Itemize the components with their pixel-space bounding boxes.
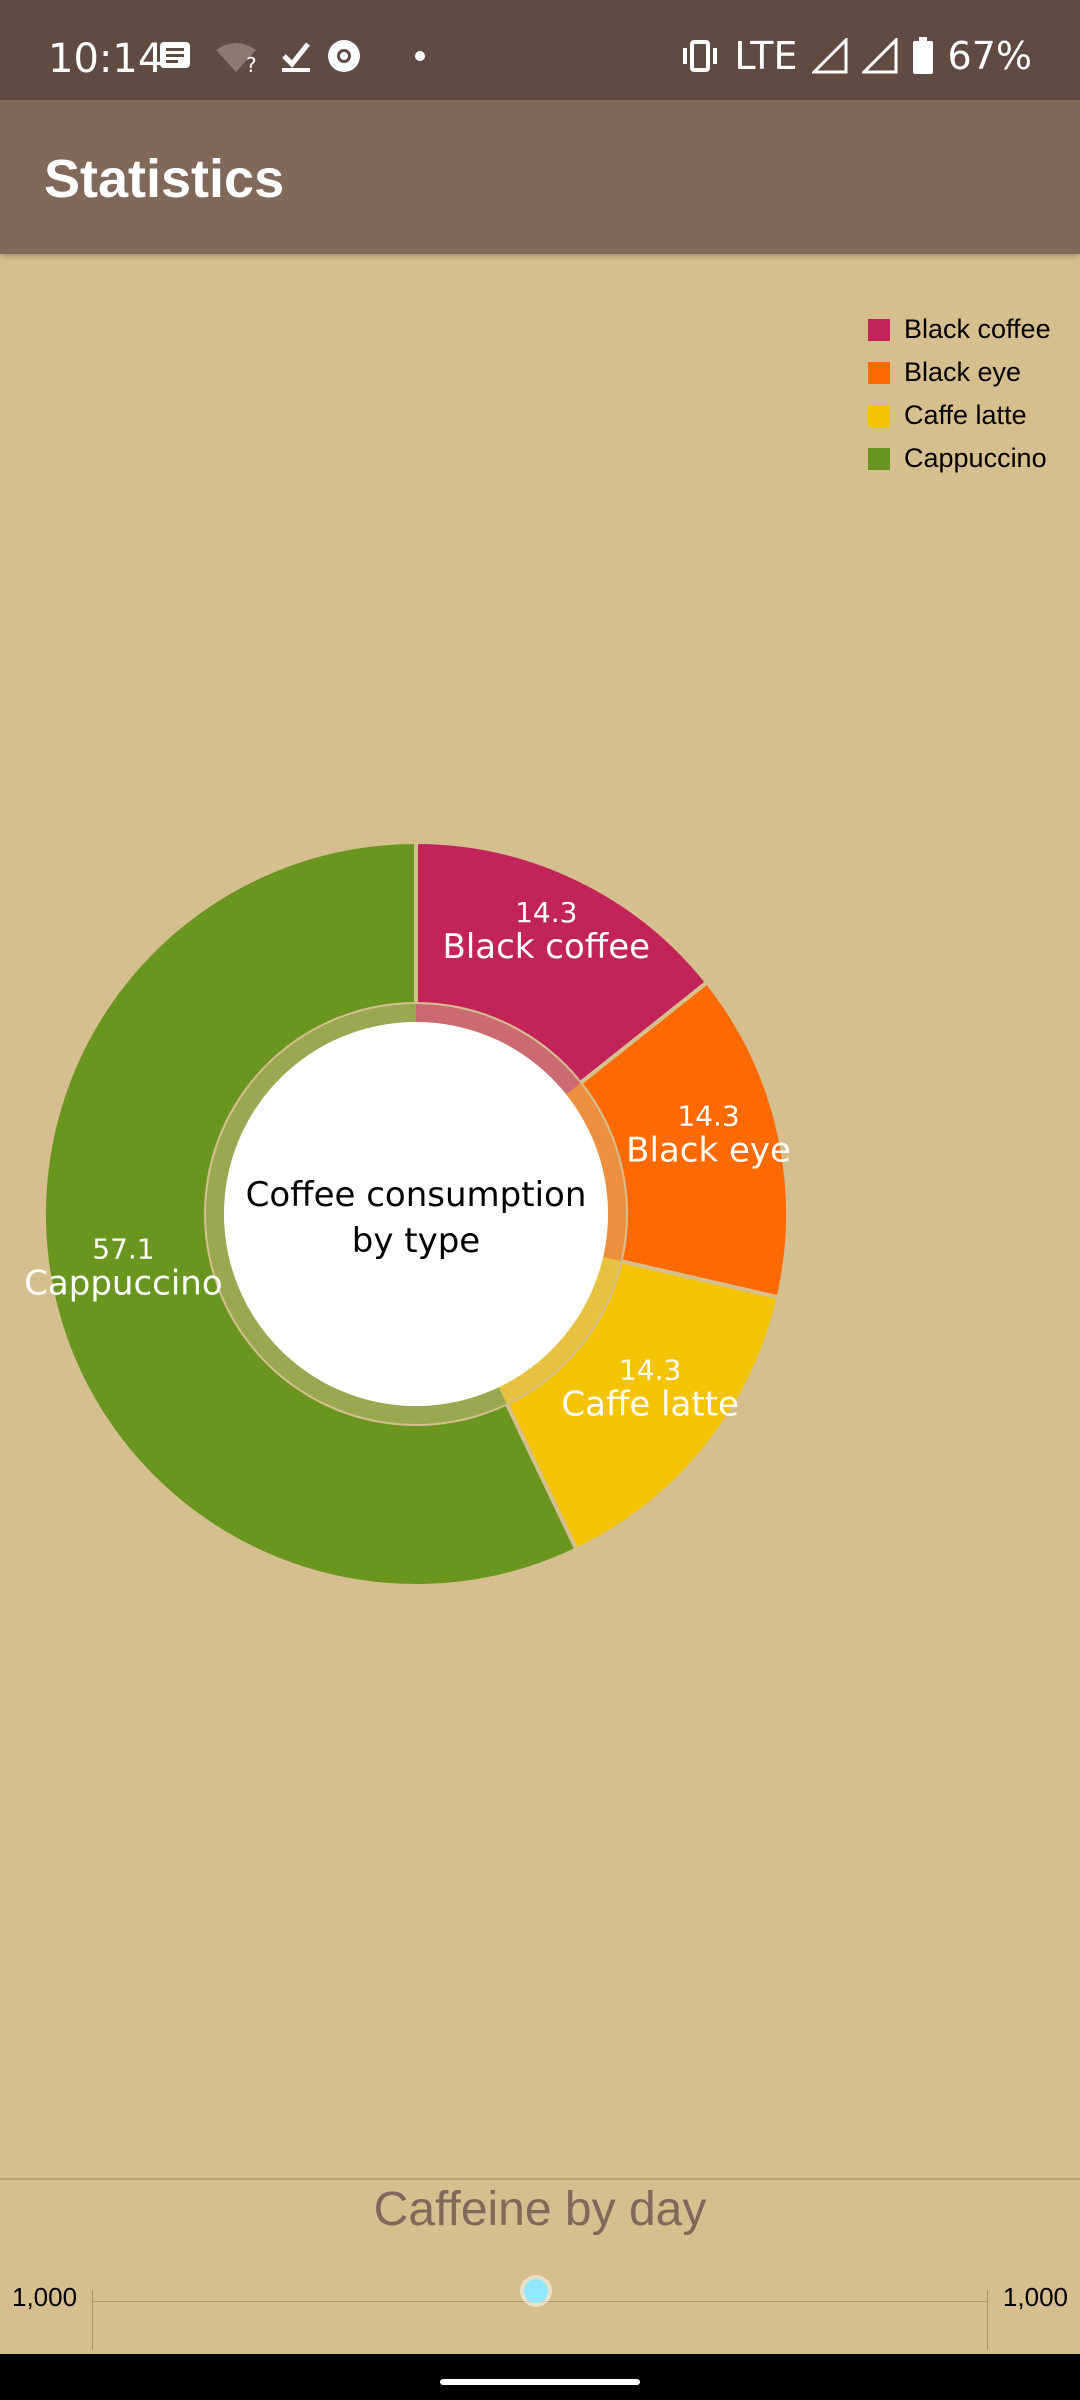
legend-item[interactable]: Caffe latte (868, 394, 1051, 437)
legend-swatch (868, 404, 890, 427)
page-title: Statistics (44, 149, 285, 209)
battery-icon (912, 37, 933, 74)
y-axis-right-tick: 1,000 (1002, 2282, 1068, 2312)
slice-name-label: Cappuccino (24, 1263, 222, 1303)
slice-name-label: Black coffee (443, 927, 651, 967)
signal-icon (861, 38, 898, 74)
slice-value-label: 57.1 (92, 1232, 154, 1265)
legend-swatch (868, 447, 890, 470)
legend-swatch (868, 318, 890, 341)
vibrate-icon (683, 40, 718, 72)
donut-inner-segment (498, 1257, 621, 1404)
center-label-line: Coffee consumption (246, 1175, 587, 1215)
chart-highlight-dot[interactable] (524, 2279, 548, 2303)
y-axis-left-line (92, 2290, 93, 2350)
donut-inner-ring (206, 1004, 626, 1424)
gesture-handle[interactable] (440, 2379, 640, 2385)
legend-item[interactable]: Black eye (868, 351, 1051, 394)
donut-center (224, 1022, 608, 1406)
legend-label: Black eye (904, 357, 1022, 387)
signal-icon (811, 38, 848, 74)
legend-label: Caffe latte (904, 400, 1027, 430)
network-type: LTE (734, 34, 798, 78)
slice-value-label: 14.3 (515, 896, 577, 929)
legend-item[interactable]: Cappuccino (868, 437, 1051, 480)
slice-name-label: Black eye (626, 1131, 791, 1171)
app-bar: Statistics (0, 100, 1080, 254)
section-divider (0, 2178, 1080, 2180)
legend-label: Black coffee (904, 314, 1051, 344)
chart-legend: Black coffee Black eye Caffe latte Cappu… (868, 308, 1051, 480)
donut-slices (42, 839, 790, 1588)
caffeine-chart-title: Caffeine by day (373, 2183, 707, 2236)
battery-percent: 67% (947, 34, 1032, 78)
status-icons-right: LTE 67% (680, 34, 1032, 78)
legend-item[interactable]: Black coffee (868, 308, 1051, 351)
dot-icon (415, 51, 425, 61)
svg-text:?: ? (246, 53, 257, 76)
legend-label: Cappuccino (904, 443, 1047, 473)
check-icon (282, 42, 310, 72)
chrome-icon (328, 40, 360, 72)
status-bar: 10:14 ? LTE (0, 0, 1080, 100)
center-label-line: by type (352, 1221, 480, 1261)
slice-value-label: 14.3 (677, 1100, 739, 1133)
message-icon (160, 42, 190, 68)
donut-inner-segment (566, 1083, 626, 1262)
status-time: 10:14 (48, 36, 164, 82)
wifi-unknown-icon: ? (216, 43, 257, 76)
y-axis-right-line (987, 2290, 988, 2350)
y-axis-left-tick: 1,000 (12, 2282, 78, 2312)
status-icons-left: ? (160, 40, 425, 76)
slice-value-label: 14.3 (619, 1354, 681, 1387)
slice-name-label: Caffe latte (561, 1385, 739, 1425)
legend-swatch (868, 361, 890, 384)
donut-center-label: Coffee consumption by type (246, 1175, 587, 1261)
navigation-bar (0, 2354, 1080, 2400)
donut-inner-segment (416, 1004, 581, 1095)
